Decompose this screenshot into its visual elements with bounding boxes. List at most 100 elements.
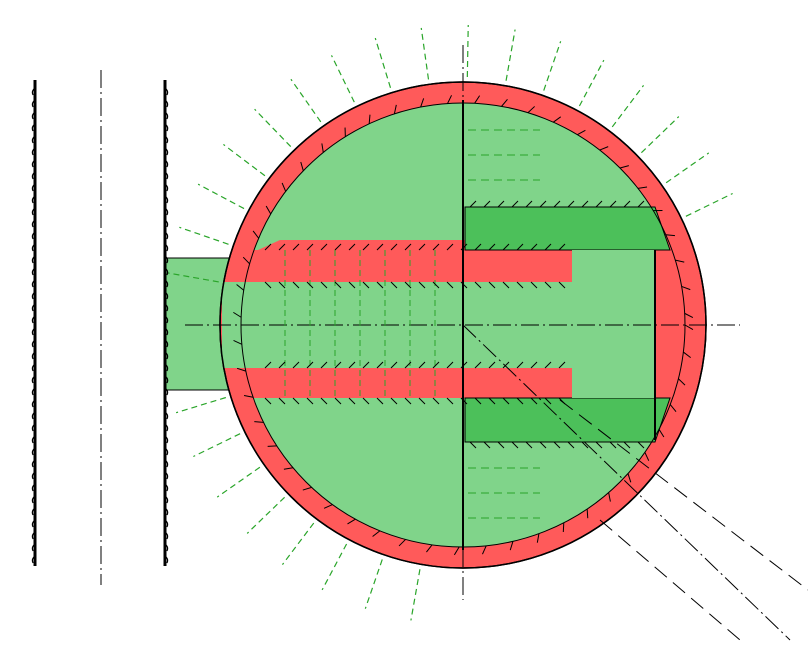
hook <box>164 255 169 264</box>
upper-insert <box>464 206 671 251</box>
hook <box>31 507 36 516</box>
ring-hook <box>509 541 514 551</box>
hook <box>31 555 36 564</box>
insert-hook <box>497 200 505 208</box>
hook <box>164 183 169 192</box>
band-hook <box>390 361 398 369</box>
ring-hook <box>608 492 611 502</box>
insert-hook <box>637 200 645 208</box>
ring-hook <box>683 351 691 358</box>
hook <box>31 135 36 144</box>
hook <box>31 339 36 348</box>
band-hook <box>390 281 398 289</box>
hook <box>164 159 169 168</box>
radial-dash <box>167 272 219 283</box>
hook <box>164 231 169 240</box>
band-hook <box>460 361 468 369</box>
band-hook <box>376 397 384 405</box>
band-hook <box>544 281 552 289</box>
band-hook <box>418 397 426 405</box>
insert-hook <box>497 441 505 449</box>
ring-hook <box>536 533 540 543</box>
hook <box>164 483 169 492</box>
radial-dash <box>611 85 645 128</box>
ring-hook <box>684 312 694 319</box>
hook <box>164 411 169 420</box>
ring-hook <box>482 545 487 555</box>
ring-hook <box>347 518 356 525</box>
band-hook <box>348 281 356 289</box>
hook <box>164 303 169 312</box>
band-hook <box>404 281 412 289</box>
hook <box>31 183 36 192</box>
band-hook <box>264 281 272 289</box>
band-hook <box>432 281 440 289</box>
radial-dash <box>578 59 605 107</box>
band-hook <box>278 397 286 405</box>
insert-hook <box>609 200 617 208</box>
hook <box>164 87 169 96</box>
insert-hook <box>581 200 589 208</box>
insert-hook <box>539 441 547 449</box>
band-hook <box>292 281 300 289</box>
ring-hook <box>242 256 250 265</box>
insert-hook <box>511 200 519 208</box>
band-hook <box>264 243 272 251</box>
ring-hook <box>254 421 264 423</box>
hook <box>31 363 36 372</box>
band-hook <box>432 361 440 369</box>
band-hook <box>474 361 482 369</box>
hook <box>164 351 169 360</box>
hook <box>164 363 169 372</box>
band-hook <box>348 243 356 251</box>
band-hook <box>530 281 538 289</box>
axis-diagonal <box>462 324 791 641</box>
insert-hook <box>539 200 547 208</box>
hook <box>164 219 169 228</box>
band-hook <box>334 361 342 369</box>
band-hook <box>306 281 314 289</box>
hook <box>31 267 36 276</box>
hook <box>31 243 36 252</box>
hook <box>164 507 169 516</box>
band-hook <box>278 243 286 251</box>
band-hook <box>348 361 356 369</box>
ring-hook <box>447 95 452 104</box>
ring-hook <box>302 486 312 491</box>
ring-hook <box>527 106 535 114</box>
hook <box>164 327 169 336</box>
hook <box>31 231 36 240</box>
hook <box>164 123 169 132</box>
hook <box>31 99 36 108</box>
insert-hook <box>567 441 575 449</box>
radial-dash <box>420 27 430 80</box>
ring-hook <box>233 311 242 318</box>
hook <box>164 387 169 396</box>
band-hook <box>404 243 412 251</box>
hook <box>31 543 36 552</box>
band-hook <box>516 281 524 289</box>
band-hook <box>474 243 482 251</box>
radial-dash <box>175 396 227 414</box>
band-hook <box>502 243 510 251</box>
hook <box>164 135 169 144</box>
band-hook <box>376 361 384 369</box>
ring-hook <box>323 504 333 509</box>
lower-insert <box>464 397 671 443</box>
ring-hook <box>393 104 397 114</box>
ring-hook <box>243 395 254 398</box>
hook <box>31 375 36 384</box>
hook <box>164 339 169 348</box>
band-hook <box>334 397 342 405</box>
radial-dash <box>374 37 392 89</box>
band-hook <box>446 281 454 289</box>
insert-hook <box>469 200 477 208</box>
band-hook <box>460 397 468 405</box>
hook <box>164 99 169 108</box>
radial-dash <box>640 116 680 154</box>
radial-dash <box>254 108 292 148</box>
band-hook <box>474 281 482 289</box>
insert-hook <box>623 200 631 208</box>
hook <box>164 375 169 384</box>
